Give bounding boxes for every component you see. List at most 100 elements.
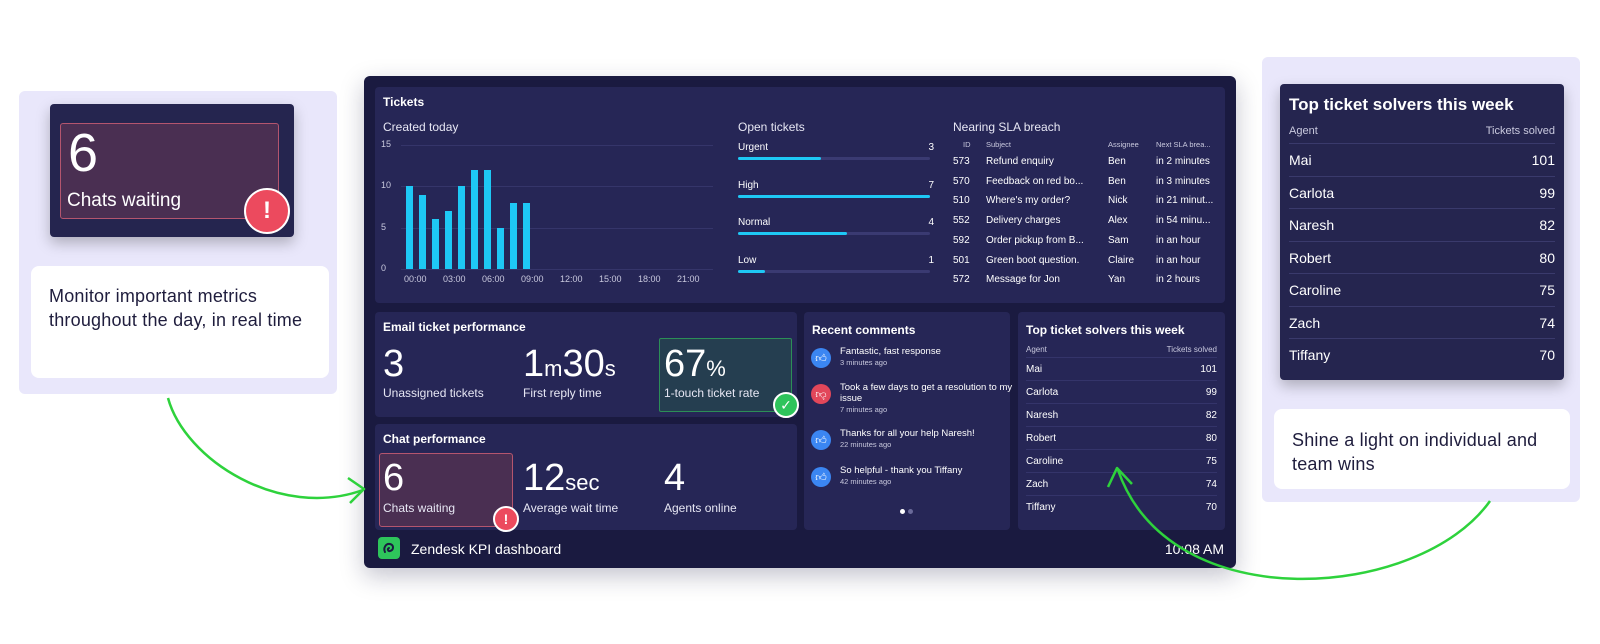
unassigned-tickets-label: Unassigned tickets (383, 386, 484, 400)
average-wait-value: 12sec (523, 458, 600, 503)
table-row: Caroline 75 (1289, 273, 1555, 305)
agent-name: Robert (1026, 433, 1057, 444)
open-ticket-count: 1 (928, 254, 934, 266)
x-tick-label: 12:00 (560, 274, 583, 284)
one-touch-number: 67 (664, 343, 707, 385)
open-ticket-priority-label: High (738, 179, 759, 191)
sla-cell: 501 (953, 254, 970, 266)
open-ticket-bar-fill (738, 269, 765, 273)
top-solvers-rows: Mai 101 Carlota 99 Naresh 82 Robert 80 Caroline 7… (1026, 357, 1217, 527)
wait-number: 12 (523, 457, 566, 499)
sla-column-header: Subject (986, 140, 1012, 149)
table-row: Carlota 99 (1026, 380, 1217, 403)
table-row: Zach 74 (1289, 305, 1555, 338)
recent-comments-list: 👍︎ Fantastic, fast response 3 minutes ago 👎… (804, 346, 1012, 506)
left-caption: Monitor important metrics throughout the… (31, 266, 329, 378)
chats-waiting-box (379, 453, 513, 527)
agent-name: Robert (1289, 249, 1332, 266)
x-tick-label: 09:00 (521, 274, 544, 284)
tickets-solved-value: 74 (1539, 314, 1555, 331)
left-arrowhead-icon (347, 476, 366, 504)
tickets-solved-value: 80 (1205, 433, 1217, 444)
sla-cell: in 54 minu... (1156, 215, 1211, 227)
thumbs-up-icon: 👍︎ (811, 467, 831, 487)
footer-title: Zendesk KPI dashboard (411, 541, 562, 557)
open-ticket-row: Low 1 (738, 255, 934, 285)
tickets-panel-title: Tickets (383, 95, 425, 109)
pagination-dot-active[interactable] (900, 509, 905, 514)
sla-table: ID Subject Assignee Next SLA brea... 573 Refu… (953, 140, 1219, 295)
open-ticket-priority-label: Low (738, 254, 757, 266)
thumbs-up-icon: 👍︎ (811, 430, 831, 450)
comment-text: Thanks for all your help Naresh! (840, 428, 975, 439)
sla-cell: Ben (1108, 175, 1126, 187)
y-tick-label: 10 (381, 180, 392, 191)
tickets-solved-value: 70 (1539, 347, 1555, 363)
thumbs-up-icon: 👍︎ (811, 348, 831, 368)
tickets-solved-value: 70 (1205, 502, 1217, 513)
right-caption: Shine a light on individual and team win… (1274, 409, 1570, 489)
y-tick-label: 0 (381, 263, 387, 273)
sla-cell: Claire (1108, 254, 1135, 266)
sla-cell: 552 (953, 215, 970, 227)
email-performance-title: Email ticket performance (383, 320, 526, 334)
chat-performance-title: Chat performance (383, 432, 486, 446)
wait-unit: sec (565, 470, 600, 495)
tickets-solved-column-header: Tickets solved (1485, 125, 1555, 137)
sla-cell: Message for Jon (986, 274, 1060, 286)
bar (445, 211, 452, 269)
one-touch-unit: % (706, 356, 726, 381)
bar (432, 219, 439, 269)
table-row: Mai 101 (1289, 143, 1555, 175)
created-today-title: Created today (383, 120, 459, 134)
reply-seconds: 30 (562, 343, 605, 385)
sla-cell: Order pickup from B... (986, 234, 1084, 246)
agent-name: Tiffany (1289, 347, 1331, 363)
agent-name: Tiffany (1026, 502, 1056, 513)
open-ticket-count: 7 (928, 179, 934, 191)
bar (419, 194, 426, 269)
open-ticket-row: Normal 4 (738, 217, 934, 247)
email-performance-panel: Email ticket performance 3 Unassigned ti… (375, 312, 799, 418)
created-today-chart: 0 5 10 15 00:00 03:00 06:00 09:00 12:00 15:00 18:0… (379, 139, 719, 301)
sla-cell: 573 (953, 156, 970, 167)
tickets-solved-column-header: Tickets solved (1166, 345, 1217, 354)
sla-cell: 592 (953, 234, 970, 246)
top-solvers-widget: Top ticket solvers this week Agent Ticke… (1280, 84, 1564, 380)
chat-performance-panel: Chat performance 6 Chats waiting ! 12sec… (375, 424, 797, 532)
tickets-solved-value: 82 (1539, 217, 1555, 233)
sla-cell: in 3 minutes (1156, 175, 1210, 187)
reply-seconds-unit: s (604, 356, 616, 381)
sla-title: Nearing SLA breach (953, 120, 1061, 134)
agent-name: Mai (1289, 152, 1312, 168)
bar (458, 186, 465, 269)
one-touch-label: 1-touch ticket rate (664, 386, 760, 400)
open-ticket-bar-fill (738, 232, 848, 235)
tickets-solved-value: 75 (1205, 456, 1217, 467)
tickets-solved-value: 99 (1205, 387, 1217, 398)
gridline (401, 186, 713, 188)
open-ticket-bar-track (738, 269, 930, 273)
sla-cell: Ben (1108, 156, 1126, 167)
pagination-dot[interactable] (908, 509, 913, 514)
sla-cell: Refund enquiry (986, 156, 1054, 167)
open-ticket-priority-label: Urgent (738, 142, 769, 153)
chats-waiting-label: Chats waiting (383, 501, 456, 515)
comment-text: Fantastic, fast response (840, 346, 941, 357)
left-arrow-icon (166, 397, 364, 500)
agent-name: Naresh (1289, 217, 1335, 233)
sla-cell: in 2 hours (1156, 274, 1200, 286)
agent-name: Caroline (1289, 282, 1342, 298)
table-row: Tiffany 70 (1026, 495, 1217, 518)
table-row: Caroline 75 (1026, 449, 1217, 472)
first-reply-time-label: First reply time (523, 386, 602, 400)
reply-minutes-unit: m (544, 356, 563, 381)
agent-name: Carlota (1289, 184, 1335, 201)
agents-online-value: 4 (664, 457, 686, 499)
open-ticket-count: 4 (928, 217, 934, 228)
sla-column-header: ID (963, 140, 971, 149)
open-ticket-bar-track (738, 194, 930, 198)
table-row: Carlota 99 (1289, 175, 1555, 208)
thumbs-down-icon: 👎︎ (811, 384, 831, 404)
